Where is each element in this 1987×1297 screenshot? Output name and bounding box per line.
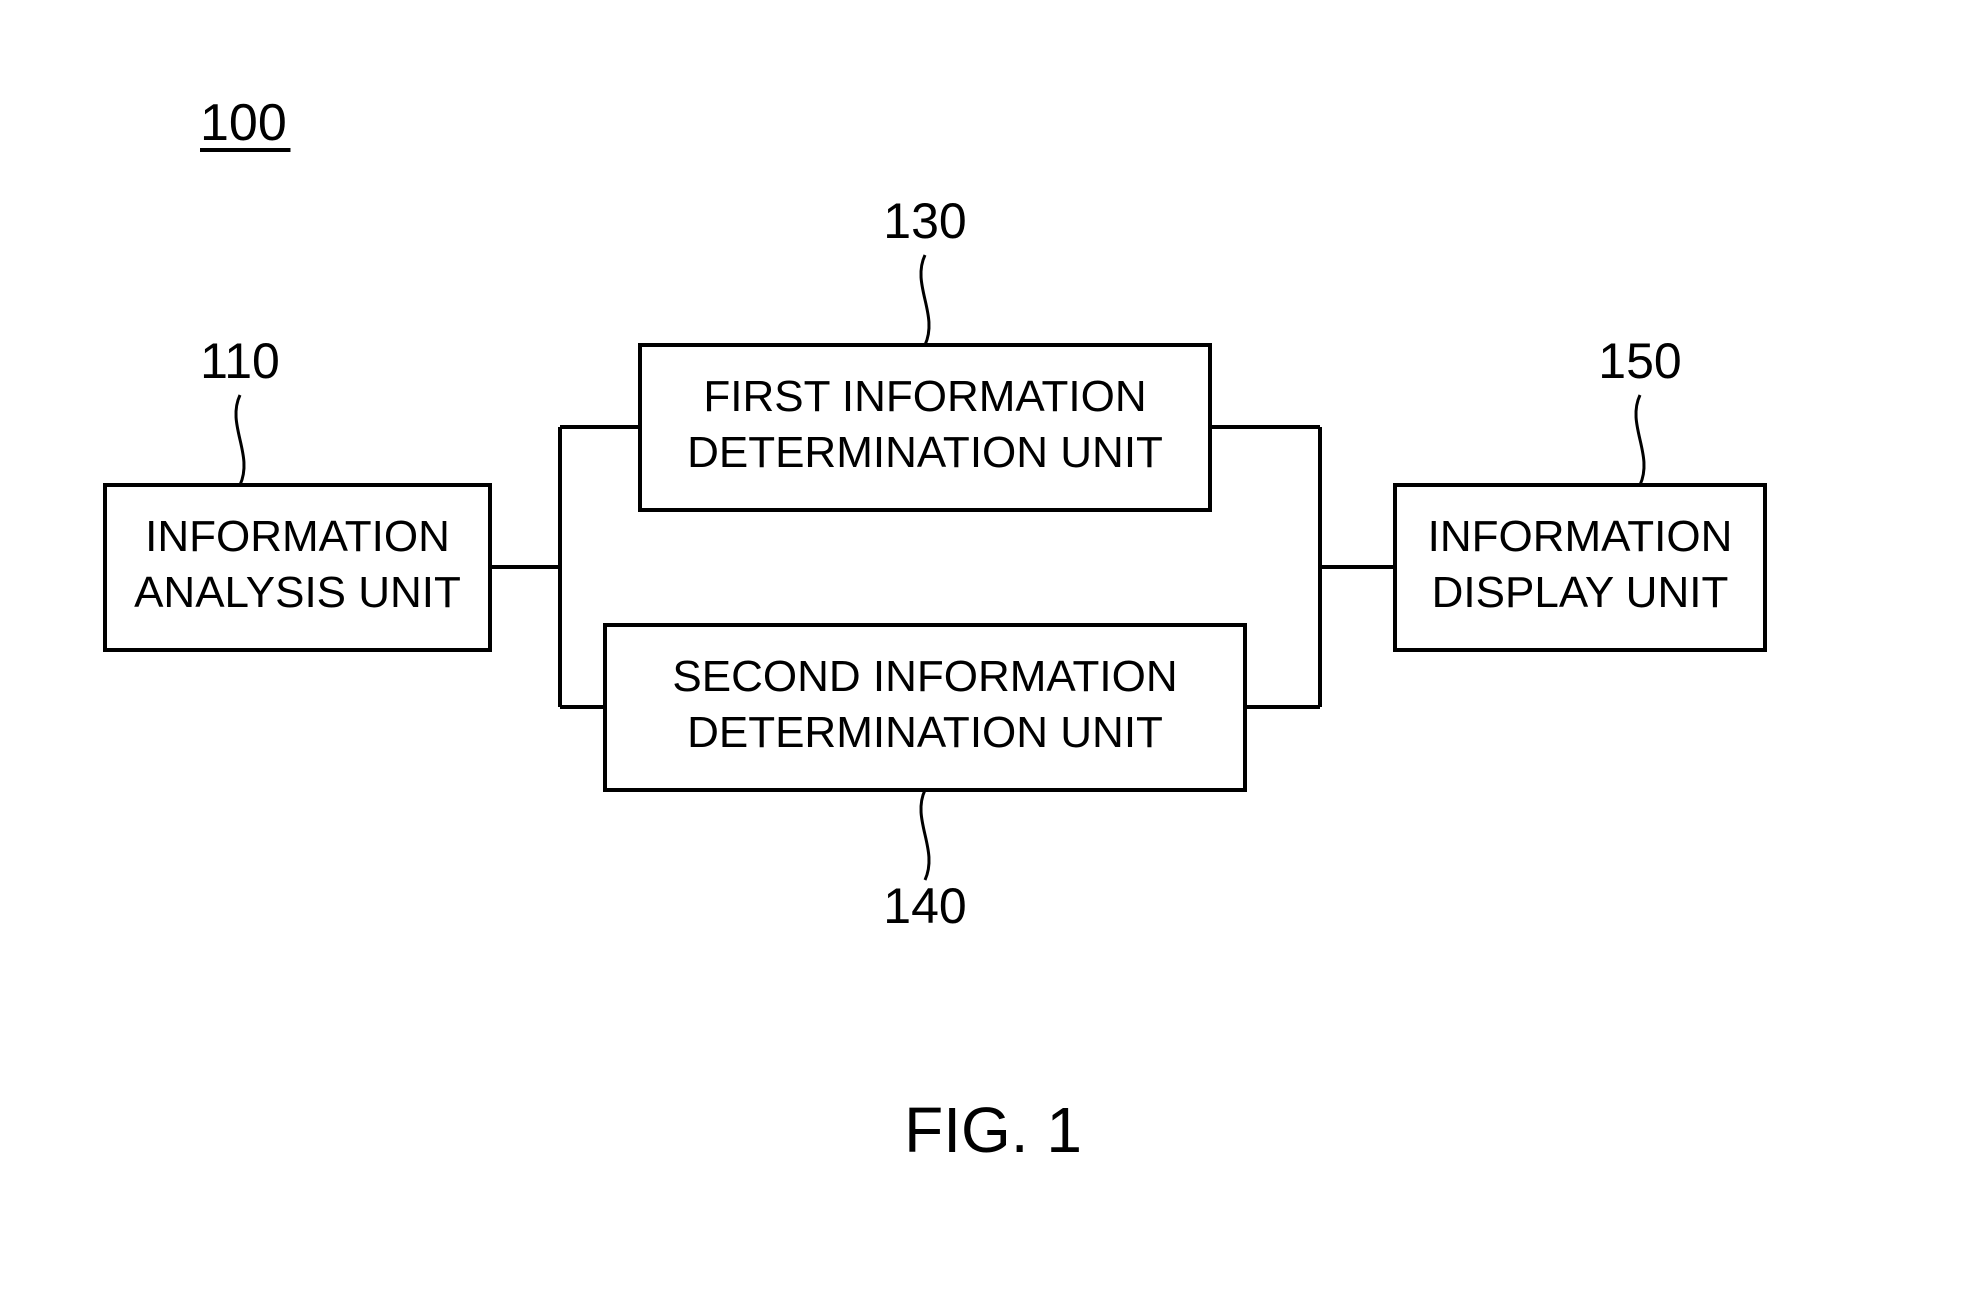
- figure-caption: FIG. 1: [904, 1094, 1082, 1166]
- ref-num-140: 140: [883, 878, 966, 934]
- block-140-line-1: DETERMINATION UNIT: [687, 708, 1163, 757]
- block-140-line-0: SECOND INFORMATION: [672, 652, 1177, 701]
- block-150-line-1: DISPLAY UNIT: [1432, 568, 1729, 617]
- block-110-line-1: ANALYSIS UNIT: [134, 568, 461, 617]
- leader-150: [1636, 395, 1644, 485]
- leader-110: [236, 395, 244, 485]
- block-130-line-0: FIRST INFORMATION: [703, 372, 1146, 421]
- leader-130: [921, 255, 929, 345]
- figure-ref-100: 100: [200, 94, 287, 152]
- ref-num-110: 110: [200, 333, 280, 389]
- ref-num-130: 130: [883, 193, 966, 249]
- block-130-line-1: DETERMINATION UNIT: [687, 428, 1163, 477]
- block-150-line-0: INFORMATION: [1428, 512, 1733, 561]
- ref-num-150: 150: [1598, 333, 1681, 389]
- block-110-line-0: INFORMATION: [145, 512, 450, 561]
- leader-140: [921, 790, 929, 880]
